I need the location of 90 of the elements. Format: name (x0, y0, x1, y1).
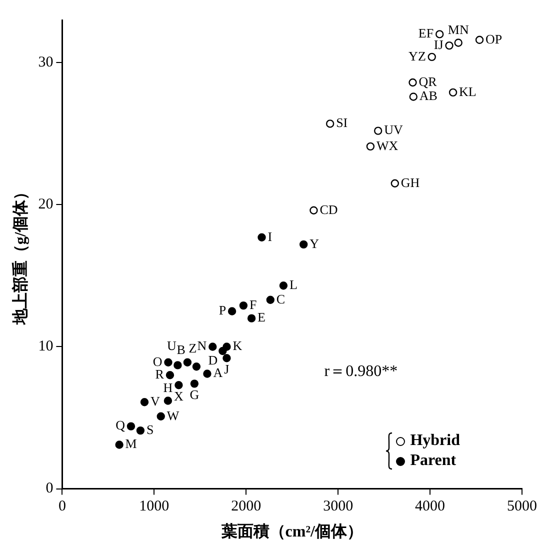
x-tick-label: 5000 (507, 498, 537, 515)
point (208, 342, 217, 351)
point (475, 36, 484, 44)
point (140, 398, 149, 406)
annotation: OP (486, 31, 502, 46)
point (174, 361, 182, 370)
point (409, 92, 418, 101)
annotation: K (232, 338, 243, 354)
point (228, 307, 236, 316)
point (222, 354, 231, 362)
point (218, 346, 227, 356)
y-tick-label: 10 (38, 338, 54, 355)
annotation: KL (459, 84, 476, 99)
annotation: MN (448, 22, 470, 38)
point (374, 126, 382, 135)
annotation: W (166, 408, 180, 423)
annotation: J (224, 362, 230, 377)
point (166, 371, 174, 380)
point (174, 380, 183, 390)
point (164, 396, 172, 405)
annotation: M (125, 436, 138, 452)
point (326, 120, 334, 128)
x-tick-label: 1000 (139, 498, 170, 515)
annotation: R (155, 366, 164, 382)
point (126, 422, 136, 430)
point (258, 233, 266, 242)
annotation: r＝0.980** (324, 362, 398, 380)
annotation: B (176, 342, 186, 358)
y-tick-label: 0 (46, 480, 54, 497)
annotation: G (190, 387, 200, 402)
point (156, 412, 165, 420)
x-tick-label: 3000 (323, 498, 354, 515)
point (390, 179, 400, 188)
point (247, 314, 256, 322)
point (136, 426, 145, 435)
annotation: IJ (434, 36, 444, 52)
point (299, 240, 308, 249)
annotation: X (174, 388, 184, 404)
annotation: YZ (408, 48, 426, 64)
annotation: I (268, 228, 272, 244)
point (190, 380, 199, 388)
annotation: U (167, 338, 178, 353)
point (366, 142, 375, 151)
annotation: AB (419, 88, 438, 104)
annotation: S (146, 422, 154, 437)
y-tick-label: 30 (38, 54, 54, 71)
legend-label: Parent (410, 451, 456, 471)
annotation: Z (188, 340, 197, 356)
annotation: H (163, 380, 173, 396)
annotation: Q (116, 418, 126, 433)
annotation: QR (418, 74, 438, 89)
annotation: CD (320, 202, 338, 217)
annotation: F (249, 296, 257, 312)
x-tick-label: 4000 (415, 498, 446, 515)
annotation: D (208, 352, 218, 368)
annotation: L (289, 277, 298, 292)
y-tick-label: 20 (38, 196, 54, 213)
annotation: Y (310, 236, 320, 251)
annotation: C (276, 291, 286, 306)
point (266, 296, 274, 304)
point (192, 362, 201, 371)
point (445, 41, 454, 50)
annotation: UV (384, 122, 404, 138)
legend-label: Hybrid (410, 431, 460, 451)
annotation: E (258, 310, 266, 325)
x-tick-label: 2000 (231, 498, 262, 515)
point (310, 206, 318, 214)
annotation: EF (418, 26, 434, 41)
x-axis-title: 葉面積（cm²/個体） (220, 522, 363, 541)
point (448, 88, 458, 97)
point (203, 370, 212, 378)
annotation: V (150, 394, 161, 409)
annotation: GH (400, 174, 420, 190)
point (115, 440, 124, 449)
point (279, 282, 288, 290)
y-axis-title: 地上部重（g/個体） (12, 184, 30, 326)
annotation: SI (336, 115, 348, 130)
point (428, 52, 436, 62)
point (454, 38, 462, 47)
point (239, 301, 248, 310)
point (164, 358, 172, 366)
annotation: O (152, 354, 162, 369)
point (436, 30, 444, 38)
annotation: A (213, 365, 224, 380)
annotation: N (197, 338, 208, 354)
point (408, 78, 417, 87)
annotation: WX (376, 138, 399, 153)
annotation: P (218, 302, 226, 318)
x-tick-label: 0 (58, 498, 66, 515)
point (183, 358, 192, 366)
